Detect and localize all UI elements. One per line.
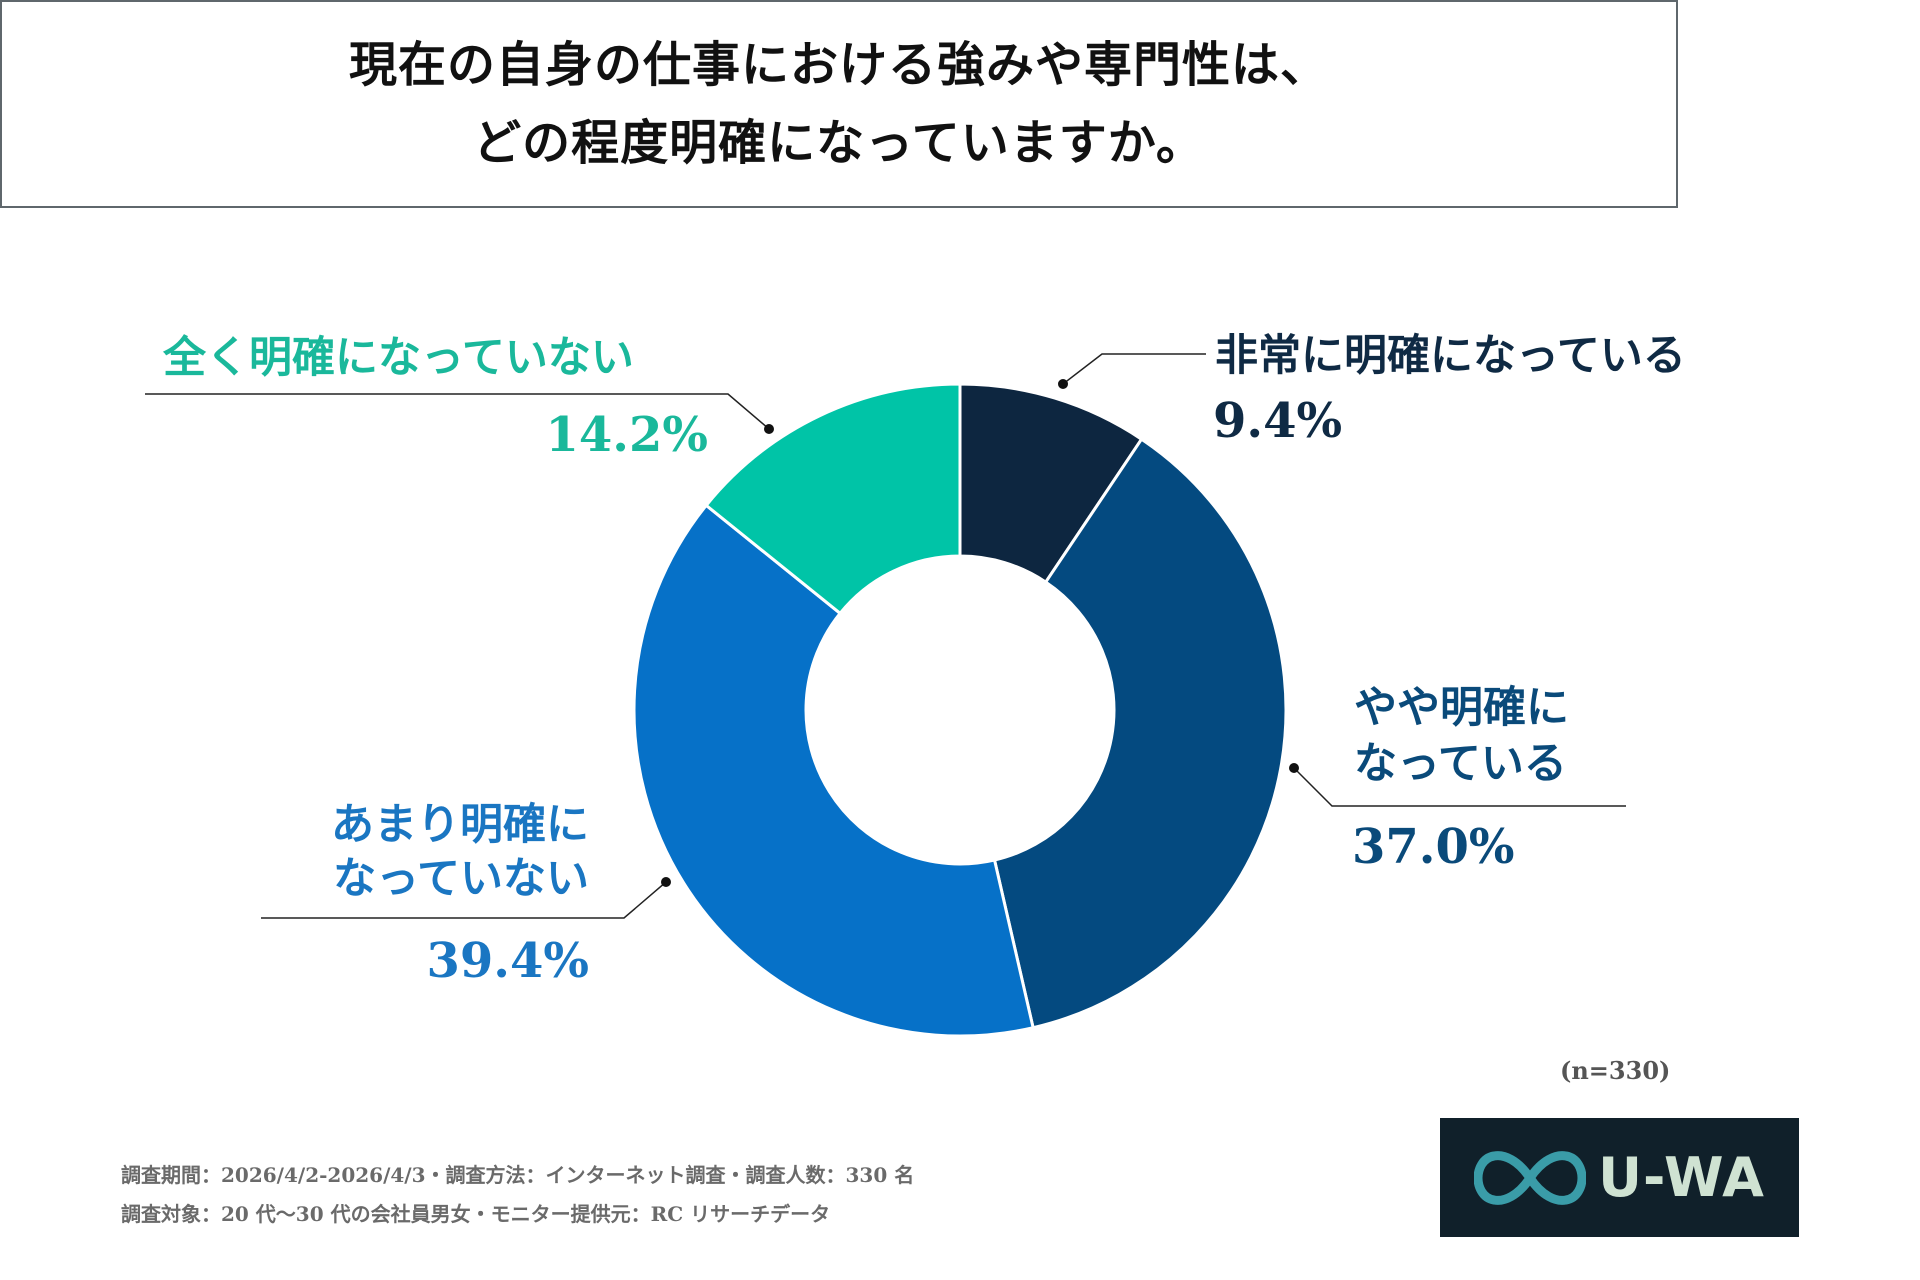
leader-line-very-clear [1062,353,1206,385]
title-line-2: どの程度明確になっていますか。 [473,115,1205,171]
logo: U-WA [1440,1118,1799,1237]
title-line-1: 現在の自身の仕事における強みや専門性は、 [348,37,1329,93]
slice-not-clear-at-all [704,382,962,616]
label-not-very-clear-line1: あまり明確に [331,800,589,850]
slice-somewhat-clear [992,437,1288,1030]
label-very-clear: 非常に明確になっている [1215,331,1686,381]
sample-size: (n=330) [1560,1056,1671,1085]
value-somewhat-clear: 37.0% [1352,819,1515,875]
logo-text: U-WA [1598,1146,1765,1209]
leader-dot-very-clear [1058,379,1068,389]
value-not-very-clear: 39.4% [426,933,589,989]
leader-dot-not-very-clear [661,877,671,887]
slice-not-very-clear [632,503,1035,1038]
footer-survey-target: 調査対象：20 代〜30 代の会社員男女・モニター提供元：RC リサーチデータ [121,1202,831,1226]
leader-dot-somewhat-clear [1289,763,1299,773]
value-not-clear-at-all: 14.2% [545,407,708,463]
label-not-clear-at-all: 全く明確になっていない [163,333,634,383]
leader-line-not-clear-at-all [145,393,770,430]
infinity-icon [1474,1150,1587,1205]
leader-dot-not-clear-at-all [764,424,774,434]
label-somewhat-clear-line1: やや明確に [1354,683,1569,733]
leader-line-somewhat-clear [1293,767,1626,807]
label-not-very-clear-line2: なっていない [333,854,589,904]
value-very-clear: 9.4% [1213,393,1343,449]
leader-line-not-very-clear [261,881,667,919]
title-box: 現在の自身の仕事における強みや専門性は、 どの程度明確になっていますか。 [0,0,1678,208]
footer-survey-info: 調査期間：2026/4/2-2026/4/3・調査方法：インターネット調査・調査… [121,1163,915,1187]
label-somewhat-clear-line2: なっている [1354,739,1567,789]
